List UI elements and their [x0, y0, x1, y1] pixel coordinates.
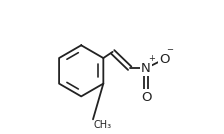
Text: O: O [141, 91, 151, 104]
Text: N: N [141, 62, 151, 75]
Text: CH₃: CH₃ [94, 120, 112, 130]
Text: −: − [166, 45, 173, 54]
Text: O: O [159, 53, 170, 66]
Text: +: + [148, 54, 155, 63]
